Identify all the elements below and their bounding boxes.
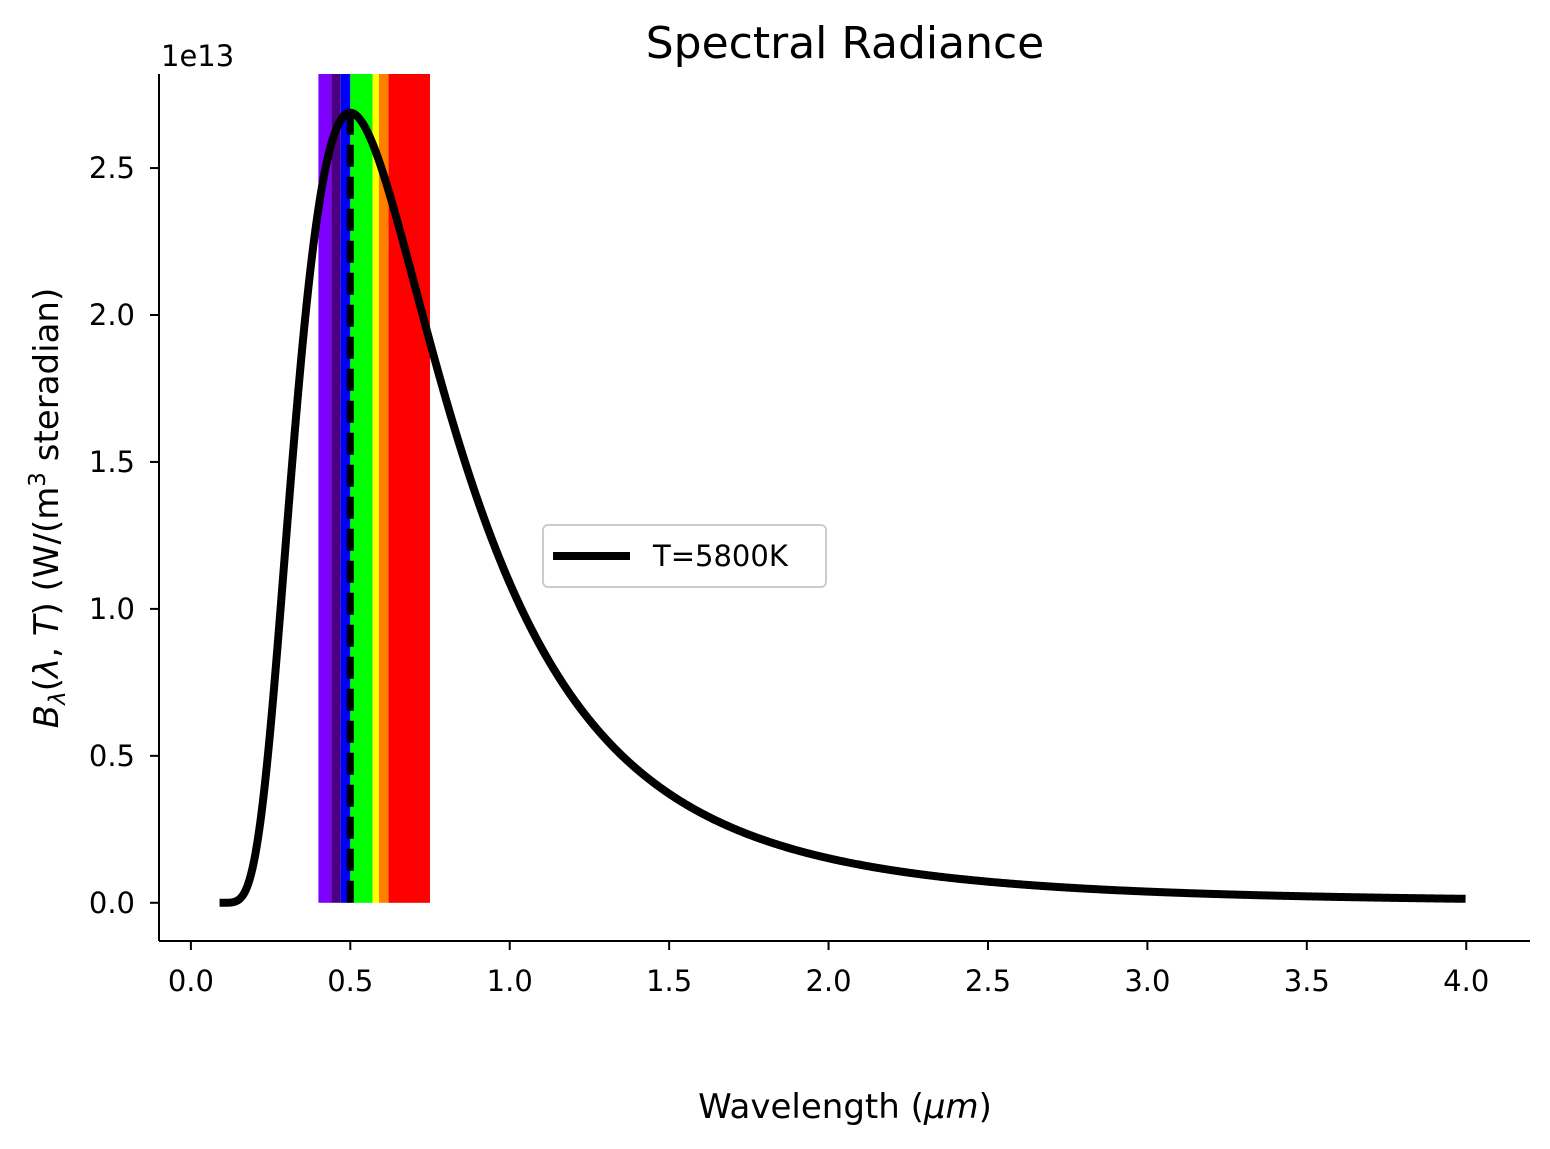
y-offset-text: 1e13	[161, 39, 234, 73]
series-line-t5800k	[216, 108, 1469, 907]
band-green	[350, 74, 373, 903]
legend: T=5800K	[542, 524, 827, 588]
band-blue	[340, 74, 351, 903]
y-label-units: (W/(m	[27, 487, 67, 603]
band-orange	[378, 74, 389, 903]
x-tick-label: 1.5	[646, 964, 692, 998]
x-axis-label-unit: μm	[923, 1087, 979, 1127]
legend-label: T=5800K	[652, 539, 789, 573]
y-label-subscript: λ	[45, 691, 71, 707]
band-yellow	[372, 74, 379, 903]
x-axis-label-suffix: )	[979, 1087, 992, 1127]
x-tick-label: 2.5	[965, 964, 1011, 998]
y-label-superscript: 3	[25, 472, 51, 487]
band-indigo	[331, 74, 341, 903]
x-tick-label: 0.0	[168, 964, 214, 998]
x-tick-label: 3.0	[1124, 964, 1170, 998]
axes	[158, 74, 1530, 942]
y-tick-label: 1.5	[89, 445, 135, 479]
legend-box	[542, 524, 827, 588]
x-tick-label: 0.5	[327, 964, 373, 998]
x-tick-label: 4.0	[1443, 964, 1489, 998]
y-label-close: )	[27, 602, 67, 615]
y-tick-label: 2.0	[89, 298, 135, 332]
y-label-B: B	[27, 705, 67, 728]
y-label-units-end: steradian)	[27, 288, 67, 472]
y-tick-label: 1.0	[89, 592, 135, 626]
y-label-open: (	[27, 678, 67, 691]
y-axis-label: Bλ(λ, T) (W/(m3 steradian)	[25, 288, 71, 728]
x-axis-label-prefix: Wavelength (	[698, 1087, 924, 1127]
x-tick-label: 3.5	[1284, 964, 1330, 998]
x-axis-ticks: 0.0 0.5 1.0 1.5 2.0 2.5 3.0 3.5 4.0	[168, 941, 1489, 998]
y-tick-label: 0.5	[89, 739, 135, 773]
band-violet	[318, 74, 332, 903]
y-tick-label: 2.5	[89, 151, 135, 185]
y-label-comma: ,	[27, 636, 67, 658]
curve-layer	[216, 108, 1469, 907]
x-tick-label: 1.0	[487, 964, 533, 998]
y-axis-ticks: 0.0 0.5 1.0 1.5 2.0 2.5	[89, 151, 159, 920]
x-tick-label: 2.0	[805, 964, 851, 998]
x-axis-label: Wavelength (μm)	[698, 1087, 992, 1127]
chart-title: Spectral Radiance	[646, 18, 1044, 69]
y-tick-label: 0.0	[89, 886, 135, 920]
y-label-T: T	[27, 613, 67, 636]
y-label-lambda: λ	[27, 658, 67, 680]
visible-spectrum-bands	[318, 74, 431, 903]
